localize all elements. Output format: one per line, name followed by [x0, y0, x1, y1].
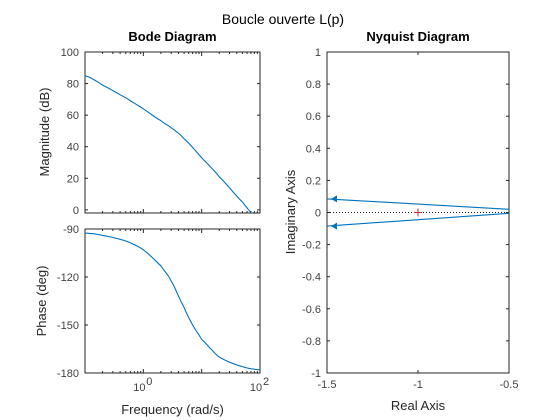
- nyquist-ytick-label: 0.8: [306, 79, 321, 91]
- magnitude-axes-box: [84, 51, 261, 214]
- nyquist-ytick-label: 1: [315, 47, 321, 59]
- nyquist-ytick-label: 0.6: [306, 111, 321, 123]
- critical-point-marker: [414, 208, 422, 217]
- nyquist-branch: [326, 212, 510, 227]
- phase-ytick-label: -150: [57, 320, 79, 332]
- nyquist-ytick-label: 0.2: [306, 175, 321, 187]
- nyquist-branch: [326, 198, 510, 210]
- nyquist-ytick-label: -1: [311, 368, 321, 380]
- nyquist-ytick-label: -0.8: [302, 336, 321, 348]
- imaginary-axis-label: Imaginary Axis: [283, 169, 298, 254]
- magnitude-curve: [85, 75, 252, 213]
- frequency-xtick-exponent: 2: [263, 376, 269, 388]
- magnitude-ytick-label: 100: [61, 47, 79, 59]
- nyquist-xtick-label: -1.5: [318, 379, 337, 391]
- phase-ylabel: Phase (deg): [34, 266, 49, 337]
- nyquist-xtick-label: -0.5: [500, 379, 519, 391]
- frequency-xlabel: Frequency (rad/s): [121, 402, 224, 417]
- phase-axes-box: [84, 228, 261, 374]
- magnitude-ytick-label: 0: [73, 205, 79, 217]
- magnitude-ytick-label: 20: [67, 173, 79, 185]
- frequency-xtick-exponent: 0: [146, 376, 152, 388]
- nyquist-ytick-label: -0.2: [302, 240, 321, 252]
- magnitude-ytick-label: 60: [67, 110, 79, 122]
- nyquist-ytick-label: 0: [315, 208, 321, 220]
- nyquist-diagram-title: Nyquist Diagram: [366, 29, 469, 44]
- nyquist-ytick-label: 0.4: [306, 143, 321, 155]
- magnitude-ytick-label: 80: [67, 79, 79, 91]
- magnitude-ytick-label: 40: [67, 142, 79, 154]
- nyquist-ytick-label: -0.4: [302, 272, 321, 284]
- nyquist-ytick-label: -0.6: [302, 304, 321, 316]
- bode-phase-panel: Phase (deg) Frequency (rad/s) -180 -150 -1…: [34, 224, 269, 417]
- nyquist-direction-arrow: [331, 195, 337, 203]
- phase-curve: [84, 232, 261, 371]
- nyquist-direction-arrow: [331, 222, 337, 230]
- bode-diagram-title: Bode Diagram: [128, 29, 216, 44]
- magnitude-ylabel: Magnitude (dB): [37, 88, 52, 177]
- frequency-xtick-label: 10: [250, 382, 262, 394]
- phase-ytick-label: -120: [57, 272, 79, 284]
- real-axis-label: Real Axis: [391, 398, 446, 413]
- bode-magnitude-panel: Bode Diagram Magnitude (dB) 0 20 40 60 80 100: [37, 29, 261, 217]
- frequency-xtick-label: 10: [133, 382, 145, 394]
- phase-ytick-label: -180: [57, 368, 79, 380]
- phase-ytick-label: -90: [63, 224, 79, 236]
- nyquist-panel: Nyquist Diagram Imaginary Axis Real Axis…: [283, 29, 518, 413]
- figure-title: Boucle ouverte L(p): [222, 11, 344, 27]
- nyquist-xtick-label: -1: [413, 379, 423, 391]
